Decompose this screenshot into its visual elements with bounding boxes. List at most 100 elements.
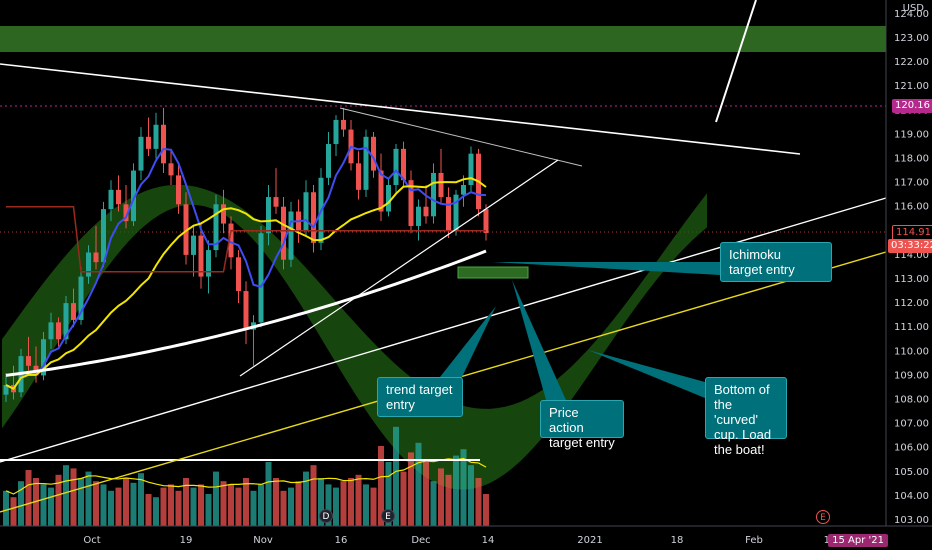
y-tick-label: 122.00 <box>894 57 929 68</box>
volume-bar <box>318 478 324 526</box>
candle-body <box>138 136 144 171</box>
volume-bar <box>385 462 392 526</box>
volume-bar <box>378 446 384 526</box>
candle-body <box>131 170 136 222</box>
volume-bar <box>10 497 17 526</box>
candle-body <box>288 211 294 260</box>
candle-body <box>146 136 151 149</box>
ichimoku-cloud-area <box>2 184 707 490</box>
volume-average-line <box>5 457 487 495</box>
x-tick-label: Oct <box>83 535 100 546</box>
volume-bar <box>145 494 152 526</box>
volume-bar <box>348 478 354 526</box>
volume-bar <box>423 462 429 526</box>
volume-bar <box>438 468 444 526</box>
x-tick-label: 14 <box>482 535 495 546</box>
candle-body <box>461 185 466 195</box>
volume-bar <box>48 487 54 526</box>
volume-bar <box>153 497 159 526</box>
ichimoku-cloud <box>2 184 707 490</box>
callout-trend[interactable]: trend target entry <box>377 377 463 417</box>
candle-body <box>161 124 166 164</box>
candle-body <box>483 209 489 233</box>
candle-body <box>266 197 271 234</box>
y-tick-label: 111.00 <box>894 322 929 333</box>
volume-bar <box>400 471 407 526</box>
volume-bar <box>40 484 47 526</box>
callout-cup-bottom-pointer <box>588 350 705 398</box>
candle-body <box>243 291 249 330</box>
y-tick-label: 124.00 <box>894 9 929 20</box>
volume-bar <box>310 465 317 526</box>
x-tick-label: Nov <box>253 535 273 546</box>
currency-label: USD <box>902 3 924 14</box>
candle-body <box>468 153 474 186</box>
callout-ichimoku-pointer <box>492 262 720 275</box>
candle-body <box>93 252 99 263</box>
candle-body <box>108 189 114 210</box>
volume-bar <box>228 484 234 526</box>
falling-trendline <box>0 63 801 155</box>
volume-bar <box>55 474 62 526</box>
callout-cup-bottom[interactable]: Bottom of the 'curved' cup. Load the boa… <box>705 377 787 457</box>
candle-body <box>86 252 91 277</box>
y-tick-label: 117.00 <box>894 178 929 189</box>
candle-body <box>453 194 459 231</box>
kijun-line <box>6 205 486 273</box>
candle-body <box>78 276 84 320</box>
callout-price-action-pointer <box>512 280 566 400</box>
volume-bar <box>258 484 264 526</box>
volume-bar <box>130 482 137 526</box>
candle-body <box>176 175 181 205</box>
candle-body <box>371 136 376 171</box>
volume-bar <box>340 481 347 526</box>
earnings-event-marker[interactable]: E <box>381 509 395 523</box>
candle-body <box>311 192 316 243</box>
volume-bar <box>250 490 257 526</box>
candle-body <box>273 197 279 207</box>
volume-bar <box>265 462 272 526</box>
volume-bar <box>220 481 227 526</box>
volume-bar <box>363 484 369 526</box>
upper-channel-line <box>339 107 583 167</box>
volume-bar <box>190 487 197 526</box>
candle-body <box>356 163 361 190</box>
volume-bar <box>213 471 219 526</box>
y-tick-label: 109.00 <box>894 370 929 381</box>
volume-bar <box>280 490 287 526</box>
mid-moving-average-line <box>5 177 487 390</box>
volume-bar <box>243 478 249 526</box>
callout-price-action[interactable]: Price action target entry <box>540 400 624 450</box>
candle-body <box>3 385 9 395</box>
breakout-projection-line <box>715 0 757 123</box>
countdown-tag: 03:33:22 <box>888 239 932 253</box>
candle-body <box>341 119 346 130</box>
candle-body <box>438 172 444 198</box>
green-zone-top <box>0 26 886 52</box>
future-earnings-event-marker[interactable]: E <box>816 510 830 524</box>
volume-bar <box>138 473 144 526</box>
volume-bar <box>393 426 399 526</box>
candle-body <box>333 119 339 145</box>
volume-bar <box>288 487 294 526</box>
candle-body <box>416 206 421 226</box>
candle-body <box>191 235 196 255</box>
y-tick-label: 105.00 <box>894 467 929 478</box>
candle-body <box>378 170 384 212</box>
volume-bar <box>333 487 339 526</box>
candle-body <box>393 148 399 186</box>
dividend-event-marker[interactable]: D <box>319 509 333 523</box>
candle-body <box>213 204 219 251</box>
x-tick-label: Dec <box>411 535 430 546</box>
x-tick-label: 2021 <box>577 535 602 546</box>
candle-body <box>228 223 234 258</box>
y-tick-label: 103.00 <box>894 515 929 526</box>
callout-ichimoku[interactable]: Ichimoku target entry <box>720 242 832 282</box>
candle-body <box>101 209 106 263</box>
candle-body <box>116 189 121 205</box>
wedge-trendline <box>239 159 559 377</box>
volume-bar <box>25 470 32 526</box>
volume-bar <box>430 481 437 526</box>
volume-bar <box>408 452 414 526</box>
volume-bar <box>235 487 242 526</box>
